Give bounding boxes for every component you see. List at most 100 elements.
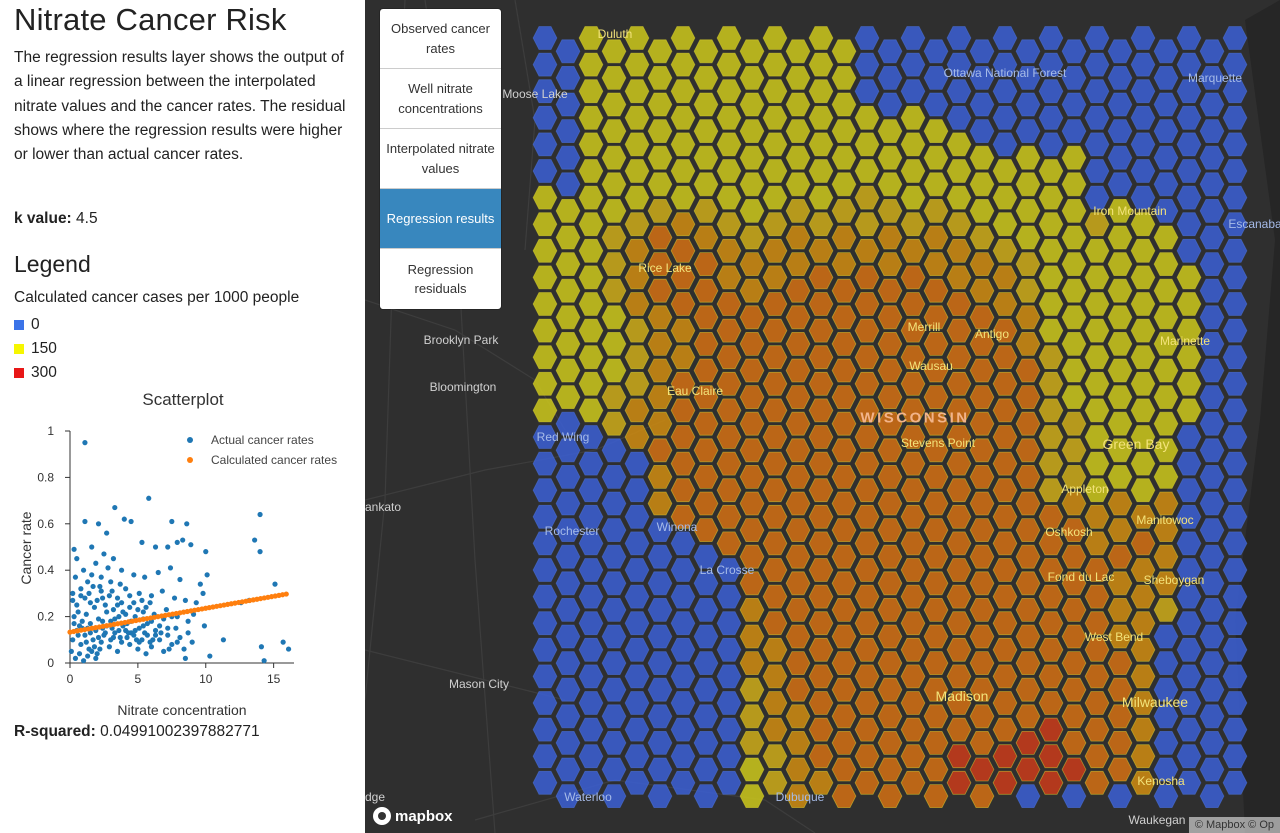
hex-cell xyxy=(1130,584,1156,609)
actual-rate-point xyxy=(112,616,118,622)
hex-cell xyxy=(578,238,604,263)
hex-cell xyxy=(877,784,903,808)
hex-cell xyxy=(1038,105,1064,130)
hex-cell xyxy=(532,770,558,795)
hex-cell xyxy=(785,784,811,808)
hex-cell xyxy=(1061,278,1087,303)
hex-cell xyxy=(1222,558,1248,582)
hex-cell xyxy=(1222,425,1248,449)
hex-cell xyxy=(1084,105,1110,130)
actual-rate-point xyxy=(101,632,107,638)
hex-cell xyxy=(532,478,558,503)
hex-cell xyxy=(1153,198,1179,223)
hex-cell xyxy=(946,691,972,715)
map-canvas[interactable]: Duluth Moose Lake Ottawa National Forest Ma… xyxy=(365,0,1280,833)
hex-cell xyxy=(1153,278,1179,303)
hex-cell xyxy=(900,584,926,609)
layer-regression-results[interactable]: Regression results xyxy=(380,189,501,249)
hex-cell xyxy=(785,411,811,436)
actual-rate-point xyxy=(155,569,161,576)
hex-cell xyxy=(601,92,627,117)
hex-cell xyxy=(739,438,765,463)
hex-cell xyxy=(992,558,1018,582)
hex-cell xyxy=(762,185,788,210)
hex-cell xyxy=(900,159,926,183)
layer-observed-cancer-rates[interactable]: Observed cancer rates xyxy=(380,9,501,69)
hex-cell xyxy=(1038,132,1064,157)
hex-cell xyxy=(1176,26,1202,50)
hex-cell xyxy=(808,79,834,104)
hex-cell xyxy=(877,119,903,144)
hex-cell xyxy=(969,704,995,729)
hex-cell xyxy=(808,212,834,237)
hex-cell xyxy=(992,478,1018,503)
hex-cell xyxy=(1130,425,1156,449)
layer-interpolated-nitrate-values[interactable]: Interpolated nitrate values xyxy=(380,129,501,189)
hex-cell xyxy=(1061,598,1087,622)
hex-cell xyxy=(831,39,857,64)
r-squared-value: 0.04991002397882771 xyxy=(100,723,260,740)
hex-cell xyxy=(578,398,604,423)
actual-rate-point xyxy=(117,581,123,587)
mapbox-logo[interactable]: mapbox xyxy=(373,807,453,825)
hex-cell xyxy=(785,145,811,170)
hex-cell xyxy=(532,637,558,662)
hex-cell xyxy=(1199,358,1225,383)
hex-cell xyxy=(670,478,696,503)
hex-cell xyxy=(1130,265,1156,290)
hex-cell xyxy=(785,624,811,649)
hex-cell xyxy=(969,677,995,702)
hex-cell xyxy=(969,518,995,542)
hex-cell xyxy=(785,119,811,144)
hex-cell xyxy=(923,198,949,223)
hex-cell xyxy=(601,358,627,383)
hex-cell xyxy=(992,691,1018,715)
hex-cell xyxy=(969,385,995,410)
hex-cell xyxy=(624,664,650,689)
actual-rate-point xyxy=(203,549,209,555)
hex-cell xyxy=(1084,478,1110,503)
hex-cell xyxy=(716,105,742,130)
hex-cell xyxy=(739,66,765,90)
hex-cell xyxy=(854,504,880,529)
hex-cell xyxy=(1015,92,1041,117)
actual-rate-point xyxy=(93,655,99,661)
hex-cell xyxy=(1061,677,1087,702)
hex-cell xyxy=(785,225,811,250)
hex-cell xyxy=(831,331,857,356)
hex-cell xyxy=(1084,770,1110,795)
map-label-kenosha: Kenosha xyxy=(1137,774,1185,788)
actual-rate-point xyxy=(80,567,87,573)
hex-cell xyxy=(670,238,696,263)
hex-cell xyxy=(1107,624,1133,649)
layer-regression-residuals[interactable]: Regression residuals xyxy=(407,261,474,297)
hex-cell xyxy=(1061,225,1087,250)
hex-cell xyxy=(624,185,650,210)
hex-cell xyxy=(601,172,627,197)
hex-cell xyxy=(1199,331,1225,356)
hex-cell xyxy=(831,172,857,197)
hex-cell xyxy=(624,478,650,503)
hex-cell xyxy=(716,52,742,77)
hex-cell xyxy=(693,598,719,622)
actual-rate-point xyxy=(165,544,171,550)
hex-cell xyxy=(831,784,857,808)
hex-cell xyxy=(1176,318,1202,343)
hex-cell xyxy=(716,26,742,50)
layer-well-nitrate-concentrations[interactable]: Well nitrate concentrations xyxy=(380,69,501,129)
hex-cell xyxy=(992,132,1018,157)
hex-cell xyxy=(1038,531,1064,556)
hex-cell xyxy=(693,704,719,729)
hex-cell xyxy=(555,704,581,729)
hex-cell xyxy=(831,119,857,144)
hex-cell xyxy=(1015,491,1041,516)
map-attribution[interactable]: © Mapbox © Op xyxy=(1188,817,1280,833)
hex-cell xyxy=(601,518,627,542)
hex-cell xyxy=(808,425,834,449)
actual-rate-point xyxy=(91,604,98,610)
hex-cell xyxy=(923,464,949,489)
hex-cell xyxy=(1153,571,1179,596)
hex-cell xyxy=(716,318,742,343)
hex-cell xyxy=(670,744,696,769)
hex-cell xyxy=(1107,66,1133,90)
